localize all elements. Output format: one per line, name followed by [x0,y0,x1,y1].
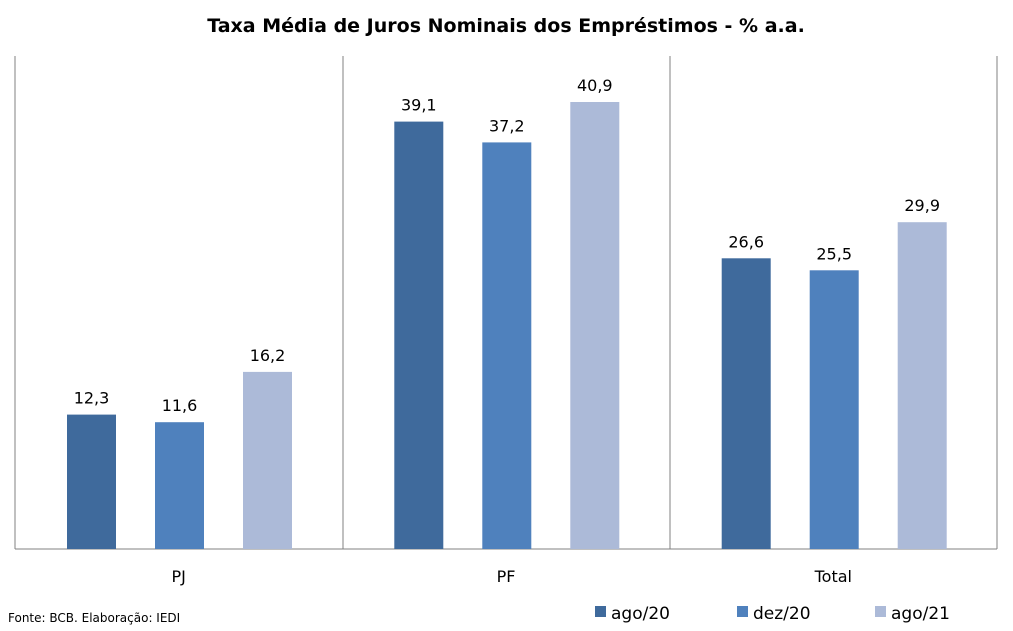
data-label-pj-ago-20: 12,3 [74,389,110,408]
bar-pf-dez-20 [482,142,532,549]
bar-pf-ago-20 [394,121,444,549]
data-label-pj-ago-21: 16,2 [250,346,286,365]
bar-pj-ago-21 [243,371,292,549]
category-label-pf: PF [497,567,516,586]
category-labels-layer: PJ PF Total [172,567,852,586]
data-label-total-dez-20: 25,5 [816,244,852,263]
bar-pf-ago-21 [570,102,620,549]
bar-total-dez-20 [809,270,859,549]
data-label-pf-ago-21: 40,9 [577,76,613,95]
category-label-total: Total [814,567,852,586]
bar-total-ago-21 [897,222,947,549]
legend-swatch-ago-21 [875,606,886,617]
bars-layer [67,102,947,549]
data-label-total-ago-21: 29,9 [904,196,940,215]
legend-label-ago-20: ago/20 [611,604,670,624]
legend-label-dez-20: dez/20 [753,604,811,624]
legend-swatch-dez-20 [737,606,748,617]
source-note: Fonte: BCB. Elaboração: IEDI [8,611,180,625]
category-label-pj: PJ [172,567,186,586]
data-label-pj-dez-20: 11,6 [162,396,198,415]
chart-title: Taxa Média de Juros Nominais dos Emprést… [207,15,805,37]
bar-total-ago-20 [721,258,771,549]
bar-pj-ago-20 [67,414,116,549]
data-labels-layer: 12,3 11,6 16,2 39,1 37,2 40,9 26,6 25,5 29,9 [74,76,940,415]
data-label-pf-ago-20: 39,1 [401,96,437,115]
bar-pj-dez-20 [155,422,204,549]
data-label-pf-dez-20: 37,2 [489,116,525,135]
legend: ago/20 dez/20 ago/21 [595,604,950,624]
legend-label-ago-21: ago/21 [891,604,950,624]
legend-swatch-ago-20 [595,606,606,617]
data-label-total-ago-20: 26,6 [728,232,764,251]
